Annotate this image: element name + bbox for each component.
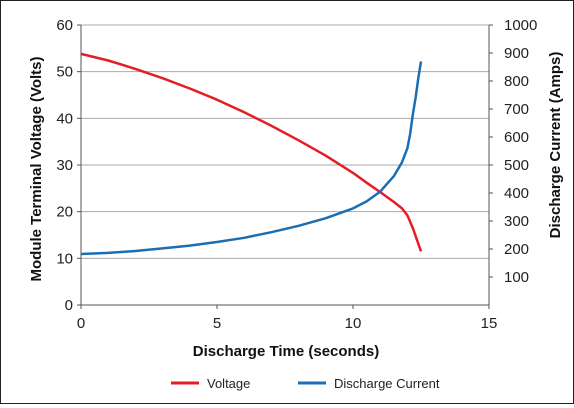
right-tick-label: 600	[504, 129, 529, 146]
left-tick-label: 60	[56, 17, 73, 34]
x-tick-label: 5	[213, 315, 221, 332]
left-tick-label: 40	[56, 110, 73, 127]
right-y-ticks: 100 200 300 400 500 600 700 800 900 1000	[489, 17, 537, 286]
left-y-ticks: 0 10 20 30 40 50 60	[56, 17, 81, 314]
x-tick-label: 15	[481, 315, 498, 332]
series-line-discharge-current	[80, 61, 423, 256]
x-tick-label: 0	[77, 315, 85, 332]
legend-label: Discharge Current	[334, 376, 440, 391]
right-tick-label: 500	[504, 157, 529, 174]
right-tick-label: 1000	[504, 17, 537, 34]
legend: Voltage Discharge Current	[171, 376, 440, 391]
grid	[81, 24, 489, 259]
right-tick-label: 200	[504, 241, 529, 258]
x-axis-title: Discharge Time (seconds)	[193, 343, 379, 360]
right-tick-label: 700	[504, 101, 529, 118]
left-tick-label: 10	[56, 250, 73, 267]
x-ticks: 0 5 10 15	[77, 305, 498, 332]
x-tick-label: 10	[345, 315, 362, 332]
legend-label: Voltage	[207, 376, 250, 391]
right-tick-label: 100	[504, 269, 529, 286]
left-tick-label: 50	[56, 64, 73, 81]
right-y-axis-title: Discharge Current (Amps)	[547, 52, 564, 239]
left-tick-label: 0	[65, 297, 73, 314]
series-lines	[80, 52, 423, 256]
right-tick-label: 400	[504, 185, 529, 202]
right-tick-label: 900	[504, 45, 529, 62]
series-line-voltage	[80, 52, 423, 252]
right-tick-label: 300	[504, 213, 529, 230]
left-y-axis-title: Module Terminal Voltage (Volts)	[28, 56, 45, 281]
right-tick-label: 800	[504, 73, 529, 90]
left-tick-label: 20	[56, 204, 73, 221]
left-tick-label: 30	[56, 157, 73, 174]
